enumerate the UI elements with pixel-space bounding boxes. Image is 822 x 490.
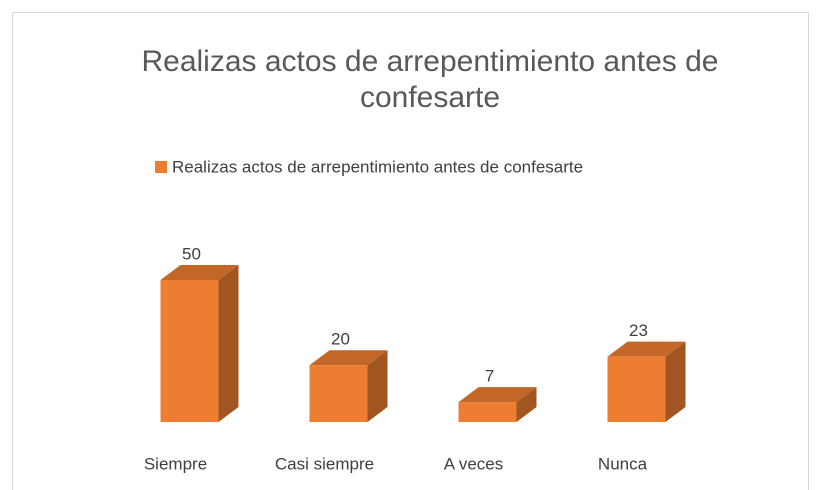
value-label: 20 <box>331 330 350 349</box>
bar <box>458 387 537 422</box>
bar-front <box>160 280 219 422</box>
x-tick-label: A veces <box>444 454 504 473</box>
bar <box>309 350 388 422</box>
bar-side <box>516 387 537 422</box>
chart-title: Realizas actos de arrepentimiento antes … <box>141 45 719 114</box>
x-tick-label: Siempre <box>144 454 207 473</box>
bar-front <box>607 356 666 422</box>
bar-side <box>367 350 388 422</box>
value-label: 23 <box>629 321 648 340</box>
bar-top <box>458 387 537 403</box>
bar-top <box>607 341 686 357</box>
legend-swatch <box>155 161 167 173</box>
bar-front <box>458 402 517 422</box>
bar-top <box>309 350 388 366</box>
bar-side <box>218 265 239 422</box>
bar-top <box>160 265 239 280</box>
chart-frame <box>12 12 809 490</box>
x-tick-label: Nunca <box>598 454 648 473</box>
bar-front <box>309 365 368 422</box>
x-tick-label: Casi siempre <box>275 454 374 473</box>
bar <box>160 265 239 422</box>
value-label: 7 <box>485 367 494 386</box>
bar <box>607 341 686 422</box>
bar-side <box>665 341 686 422</box>
value-label: 50 <box>182 244 201 263</box>
legend-label: Realizas actos de arrepentimiento antes … <box>172 157 583 176</box>
